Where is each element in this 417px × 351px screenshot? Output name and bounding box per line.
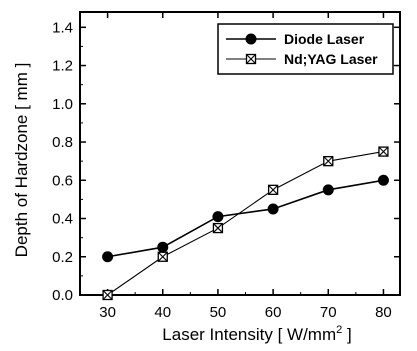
legend-label: Nd;YAG Laser [284,51,378,67]
legend-box [217,23,394,75]
x-axis-label: Laser Intensity [ W/mm2 ] [162,324,351,344]
y-tick-label: 0.0 [52,287,73,304]
x-tick-label: 40 [154,304,171,321]
data-point-ndyag [378,146,389,157]
data-point-ndyag [323,155,334,167]
legend: Diode Laser Nd;YAG Laser [217,23,394,75]
legend-marker-diode [245,33,257,45]
marker-cross-b [102,290,113,300]
data-point-ndyag [157,251,168,262]
y-tick-label: 1.4 [52,19,73,36]
x-tick-label: 70 [320,304,337,321]
data-point-ndyag [212,222,224,234]
y-tick-label: 0.6 [52,172,73,189]
x-axis-label-main: Laser Intensity [ W/mm [162,325,336,344]
marker-cross-b [378,146,389,157]
x-tick-label: 50 [210,304,227,321]
y-tick-label: 0.8 [52,134,73,151]
data-point-diode [102,251,114,263]
marker-cross-b [268,184,278,195]
legend-marker-ndyag [245,53,257,65]
y-tick-label: 1.0 [52,96,73,113]
marker-cross-b [157,251,168,262]
data-point-diode [212,211,224,223]
series-layer [102,146,389,301]
y-axis-label: Depth of Hardzone [ mm ] [12,63,31,258]
data-point-diode [267,203,279,215]
x-tick-label: 80 [375,304,392,321]
x-tick-label: 30 [99,304,116,321]
data-point-diode [157,241,169,253]
legend-label: Diode Laser [284,31,365,47]
marker-cross-b [246,54,256,64]
y-tick-label: 0.2 [52,249,73,266]
plot-area [79,11,401,296]
data-point-diode [322,184,334,196]
data-point-ndyag [267,184,279,195]
y-tick-label: 0.4 [52,211,73,228]
marker-cross-b [213,223,223,233]
y-tick-label: 1.2 [52,58,73,75]
x-axis-ticks: 30 40 50 60 70 80 [99,12,392,321]
data-point-diode [377,174,389,186]
x-tick-label: 60 [265,304,282,321]
x-axis-label-tail: ] [342,325,351,344]
series-line-ndyag [107,151,384,296]
y-axis-ticks: 0.0 0.2 0.4 0.6 0.8 1.0 1.2 1.4 [52,19,400,304]
data-point-ndyag [102,289,113,301]
x-axis-label-sup: 2 [336,324,342,336]
marker-cross-b [323,156,334,167]
series-line-diode [107,179,384,258]
plot-frame [79,11,401,296]
